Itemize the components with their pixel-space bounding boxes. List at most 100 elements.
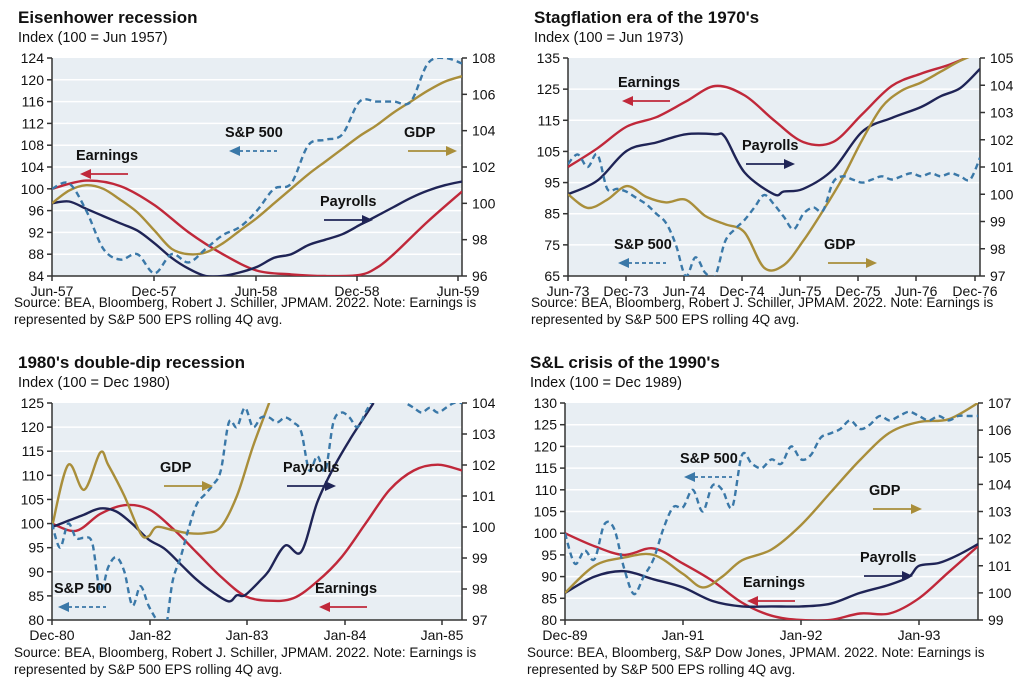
- source-line-1: Source: BEA, Bloomberg, Robert J. Schill…: [14, 295, 477, 310]
- right-tick-label: 105: [988, 449, 1012, 465]
- source-line-2: represented by S&P 500 EPS rolling 4Q av…: [527, 662, 796, 677]
- x-tick-label: Dec-57: [131, 283, 176, 299]
- arrow-right-icon: [325, 481, 336, 491]
- arrow-right-icon: [866, 258, 877, 268]
- x-tick-label: Jan-85: [421, 627, 464, 643]
- x-tick-label: Jan-82: [129, 627, 172, 643]
- arrow-left-icon: [618, 258, 629, 268]
- x-tick-label: Jun-73: [547, 283, 590, 299]
- series-line-s-p-500: [568, 152, 980, 276]
- chart-3: 125 120 115 110 105 100 95 90 85 80 104 103 102 101 10…: [21, 395, 496, 643]
- series-label-earnings: Earnings: [743, 575, 805, 591]
- x-tick-label: Jun-74: [663, 283, 706, 299]
- left-tick-label: 125: [537, 81, 561, 97]
- right-tick-label: 102: [988, 531, 1012, 547]
- chart-2: 135 125 115 105 95 85 75 65 105 104 103 102 101 100 99…: [537, 50, 1014, 299]
- right-tick-label: 102: [990, 132, 1014, 148]
- right-tick-label: 103: [988, 504, 1012, 520]
- left-tick-label: 88: [28, 246, 44, 262]
- arrow-left-icon: [319, 602, 330, 612]
- source-note: Source: BEA, Bloomberg, S&P Dow Jones, J…: [527, 644, 984, 678]
- arrow-left-icon: [622, 96, 633, 106]
- chart-title: S&L crisis of the 1990's: [530, 353, 720, 372]
- source-line-1: Source: BEA, Bloomberg, Robert J. Schill…: [14, 645, 477, 660]
- right-tick-label: 97: [472, 612, 488, 628]
- x-tick-label: Jun-57: [31, 283, 74, 299]
- left-tick-label: 95: [544, 175, 560, 191]
- right-tick-label: 104: [988, 476, 1012, 492]
- series-line-payrolls: [52, 403, 375, 603]
- left-axis-label: Index (100 = Jun 1957): [18, 30, 168, 46]
- x-tick-label: Dec-73: [603, 283, 648, 299]
- x-tick-label: Dec-75: [835, 283, 880, 299]
- left-tick-label: 115: [535, 460, 558, 476]
- left-tick-label: 110: [535, 482, 558, 498]
- right-tick-label: 105: [990, 50, 1014, 66]
- right-tick-label: 98: [472, 581, 488, 597]
- x-tick-label: Jan-92: [780, 627, 823, 643]
- series-label-s-p-500: S&P 500: [680, 451, 738, 467]
- left-tick-label: 95: [28, 540, 44, 556]
- right-tick-label: 100: [472, 519, 496, 535]
- arrow-left-icon: [58, 602, 69, 612]
- right-tick-label: 103: [990, 105, 1014, 121]
- x-tick-label: Jan-91: [662, 627, 705, 643]
- right-tick-label: 101: [990, 159, 1014, 175]
- left-tick-label: 92: [28, 224, 44, 240]
- source-line-1: Source: BEA, Bloomberg, Robert J. Schill…: [531, 295, 994, 310]
- left-tick-label: 124: [21, 50, 45, 66]
- series-label-gdp: GDP: [160, 460, 192, 476]
- series-group: [52, 403, 462, 620]
- left-tick-label: 90: [28, 564, 44, 580]
- series-line-s-p-500: [52, 58, 462, 275]
- left-tick-label: 125: [534, 417, 558, 433]
- x-tick-label: Jan-93: [898, 627, 941, 643]
- left-tick-label: 120: [534, 438, 558, 454]
- right-tick-label: 103: [472, 426, 496, 442]
- left-tick-label: 80: [28, 612, 44, 628]
- arrow-right-icon: [446, 146, 457, 156]
- series-label-s-p-500: S&P 500: [225, 125, 283, 141]
- series-label-payrolls: Payrolls: [742, 138, 798, 154]
- right-tick-label: 107: [988, 395, 1012, 411]
- left-tick-label: 95: [541, 547, 557, 563]
- left-tick-label: 104: [21, 159, 45, 175]
- source-line-1: Source: BEA, Bloomberg, S&P Dow Jones, J…: [527, 645, 985, 660]
- left-tick-label: 130: [534, 395, 558, 411]
- series-group: [52, 58, 462, 276]
- source-line-2: represented by S&P 500 EPS rolling 4Q av…: [531, 312, 800, 327]
- left-tick-label: 96: [28, 203, 44, 219]
- left-tick-label: 90: [541, 569, 557, 585]
- x-tick-label: Jun-75: [779, 283, 822, 299]
- arrow-right-icon: [202, 481, 213, 491]
- right-tick-label: 99: [988, 612, 1004, 628]
- left-tick-label: 116: [22, 94, 45, 110]
- chart-1: 124 120 116 112 108 104 100 96 92 88 84 108 106 104 10…: [21, 50, 496, 299]
- series-label-earnings: Earnings: [315, 581, 377, 597]
- right-tick-label: 100: [472, 195, 496, 211]
- right-tick-label: 96: [472, 268, 488, 284]
- x-tick-label: Jan-83: [226, 627, 269, 643]
- right-tick-label: 99: [990, 214, 1006, 230]
- source-line-2: represented by S&P 500 EPS rolling 4Q av…: [14, 662, 283, 677]
- left-tick-label: 110: [22, 467, 45, 483]
- series-label-payrolls: Payrolls: [320, 194, 376, 210]
- left-tick-label: 85: [541, 590, 557, 606]
- left-tick-label: 120: [21, 72, 45, 88]
- right-tick-label: 98: [990, 241, 1006, 257]
- arrow-right-icon: [784, 159, 795, 169]
- chart-4: 130 125 120 115 110 105 100 95 90 85 80 107 106 105 10…: [534, 395, 1012, 643]
- right-tick-label: 98: [472, 232, 488, 248]
- series-group: [568, 58, 980, 276]
- arrow-right-icon: [902, 571, 913, 581]
- x-tick-label: Jan-84: [324, 627, 367, 643]
- series-label-payrolls: Payrolls: [283, 460, 339, 476]
- left-tick-label: 125: [21, 395, 45, 411]
- series-line-payrolls: [568, 68, 980, 197]
- series-label-payrolls: Payrolls: [860, 550, 916, 566]
- x-tick-label: Dec-58: [334, 283, 379, 299]
- left-axis-label: Index (100 = Jun 1973): [534, 30, 684, 46]
- arrow-left-icon: [229, 146, 240, 156]
- series-line-payrolls: [52, 180, 462, 276]
- arrow-right-icon: [362, 215, 373, 225]
